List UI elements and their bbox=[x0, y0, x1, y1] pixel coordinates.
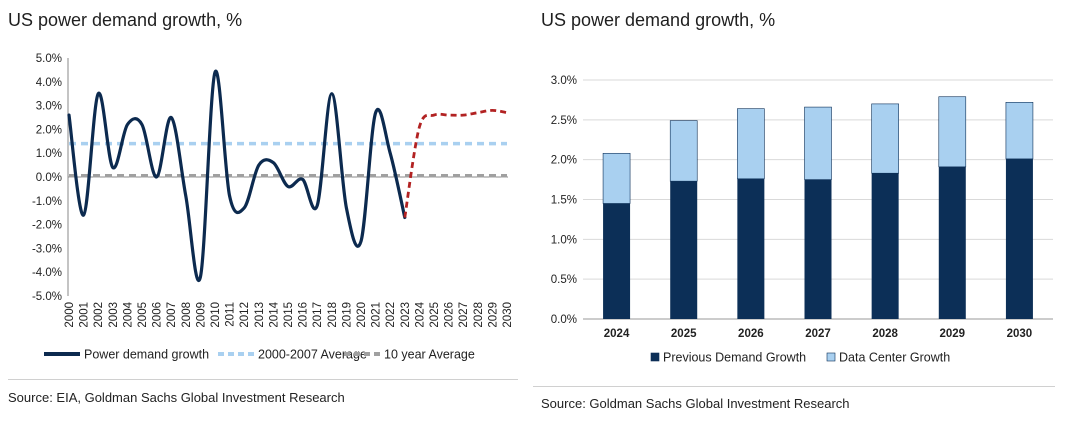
x-tick-label: 2024 bbox=[604, 328, 630, 340]
bar-data-center-growth bbox=[938, 96, 967, 168]
y-tick-label: 2.0% bbox=[551, 155, 577, 167]
x-tick-label: 2009 bbox=[195, 302, 207, 328]
legend-label: 2000-2007 Average bbox=[258, 348, 367, 362]
source-note: Source: EIA, Goldman Sachs Global Invest… bbox=[8, 390, 345, 405]
left-chart-panel: US power demand growth, % 5.0% 4.0% 3.0% 2.… bbox=[0, 0, 526, 421]
y-tick-label: 0.5% bbox=[551, 274, 577, 286]
x-tick-label: 2024 bbox=[414, 301, 426, 327]
x-tick-label: 2029 bbox=[487, 302, 499, 328]
x-tick-label: 2010 bbox=[210, 302, 222, 328]
source-note: Source: Goldman Sachs Global Investment … bbox=[541, 396, 850, 411]
x-tick-label: 2005 bbox=[137, 302, 149, 328]
y-tick-label: -5.0% bbox=[32, 291, 62, 303]
x-tick-label: 2015 bbox=[283, 302, 295, 328]
x-tick-label: 2001 bbox=[79, 302, 91, 328]
line-chart: 5.0% 4.0% 3.0% 2.0% 1.0% 0.0% -1.0% -2.0% -3.0% -… bbox=[32, 53, 514, 362]
x-tick-label: 2006 bbox=[152, 302, 164, 328]
bar-previous-demand-growth bbox=[1005, 158, 1033, 319]
x-tick-label: 2023 bbox=[400, 302, 412, 328]
series-line-forecast bbox=[403, 109, 508, 218]
x-tick-label: 2025 bbox=[671, 328, 697, 340]
bar-previous-demand-growth bbox=[670, 181, 698, 319]
legend: Power demand growth 2000-2007 Average 10 y… bbox=[44, 348, 475, 362]
bar-previous-demand-growth bbox=[737, 178, 765, 319]
y-tick-label: 2.0% bbox=[36, 124, 62, 136]
y-tick-label: -4.0% bbox=[32, 267, 62, 279]
bar-previous-demand-growth bbox=[871, 173, 899, 319]
x-tick-label: 2018 bbox=[327, 302, 339, 328]
y-tick-label: 0.0% bbox=[551, 314, 577, 326]
bar-data-center-growth bbox=[602, 152, 631, 204]
x-tick-label: 2016 bbox=[298, 302, 310, 328]
legend-label: Power demand growth bbox=[84, 348, 209, 362]
y-tick-label: -3.0% bbox=[32, 243, 62, 255]
x-tick-label: 2012 bbox=[239, 302, 251, 328]
chart-title: US power demand growth, % bbox=[541, 10, 776, 30]
y-tick-label: 1.5% bbox=[551, 195, 577, 207]
bar-data-center-growth bbox=[737, 108, 765, 180]
y-tick-label: -1.0% bbox=[32, 196, 62, 208]
x-tick-label: 2027 bbox=[458, 302, 470, 328]
legend-label: 10 year Average bbox=[384, 348, 475, 362]
x-tick-label: 2004 bbox=[122, 301, 134, 327]
bar-data-center-growth bbox=[669, 120, 698, 182]
legend-swatch bbox=[826, 352, 836, 362]
bar-data-center-growth bbox=[1005, 102, 1034, 160]
bar-previous-demand-growth bbox=[603, 203, 631, 319]
y-tick-label: 2.5% bbox=[551, 115, 577, 127]
x-tick-label: 2019 bbox=[341, 302, 353, 328]
x-tick-label: 2013 bbox=[254, 302, 266, 328]
stacked-bar-chart: 3.0% 2.5% 2.0% 1.5% 1.0% 0.5% 0.0% 2024 2025 2026… bbox=[551, 75, 1053, 365]
series-line-power-demand-growth bbox=[67, 69, 407, 282]
y-tick-label: 5.0% bbox=[36, 53, 62, 65]
y-tick-label: 0.0% bbox=[36, 172, 62, 184]
x-tick-label: 2025 bbox=[429, 302, 441, 328]
x-tick-label: 2007 bbox=[166, 302, 178, 328]
x-tick-label: 2029 bbox=[939, 328, 965, 340]
y-tick-label: 3.0% bbox=[551, 75, 577, 87]
legend-label: Data Center Growth bbox=[839, 351, 950, 365]
legend-swatch bbox=[650, 352, 660, 362]
x-tick-label: 2017 bbox=[312, 302, 324, 328]
y-tick-label: 4.0% bbox=[36, 77, 62, 89]
legend-label: Previous Demand Growth bbox=[663, 351, 806, 365]
x-tick-label: 2028 bbox=[872, 328, 898, 340]
right-chart-panel: US power demand growth, % 3.0% 2.5% 2.0% 1.… bbox=[533, 0, 1066, 421]
bar-data-center-growth bbox=[804, 106, 832, 180]
bar-previous-demand-growth bbox=[938, 166, 966, 319]
bar-data-center-growth bbox=[871, 103, 899, 174]
x-tick-label: 2027 bbox=[805, 328, 831, 340]
x-tick-label: 2003 bbox=[108, 302, 120, 328]
x-tick-label: 2000 bbox=[64, 302, 76, 328]
x-tick-label: 2002 bbox=[93, 302, 105, 328]
chart-title: US power demand growth, % bbox=[8, 10, 243, 30]
y-tick-label: 1.0% bbox=[551, 234, 577, 246]
x-tick-label: 2022 bbox=[385, 302, 397, 328]
y-tick-label: 1.0% bbox=[36, 148, 62, 160]
x-tick-label: 2020 bbox=[356, 302, 368, 328]
source-divider bbox=[533, 386, 1055, 387]
x-tick-label: 2008 bbox=[181, 302, 193, 328]
x-tick-label: 2011 bbox=[225, 302, 237, 327]
x-tick-label: 2028 bbox=[473, 302, 485, 328]
y-tick-label: -2.0% bbox=[32, 220, 62, 232]
source-divider bbox=[8, 379, 518, 380]
x-tick-label: 2030 bbox=[502, 302, 514, 328]
y-tick-label: 3.0% bbox=[36, 101, 62, 113]
legend: Previous Demand Growth Data Center Growth bbox=[650, 351, 950, 365]
x-tick-label: 2026 bbox=[444, 302, 456, 328]
x-tick-label: 2021 bbox=[371, 302, 383, 328]
x-tick-label: 2014 bbox=[268, 301, 280, 327]
bar-previous-demand-growth bbox=[804, 179, 832, 319]
x-tick-label: 2026 bbox=[738, 328, 764, 340]
x-tick-label: 2030 bbox=[1007, 328, 1033, 340]
